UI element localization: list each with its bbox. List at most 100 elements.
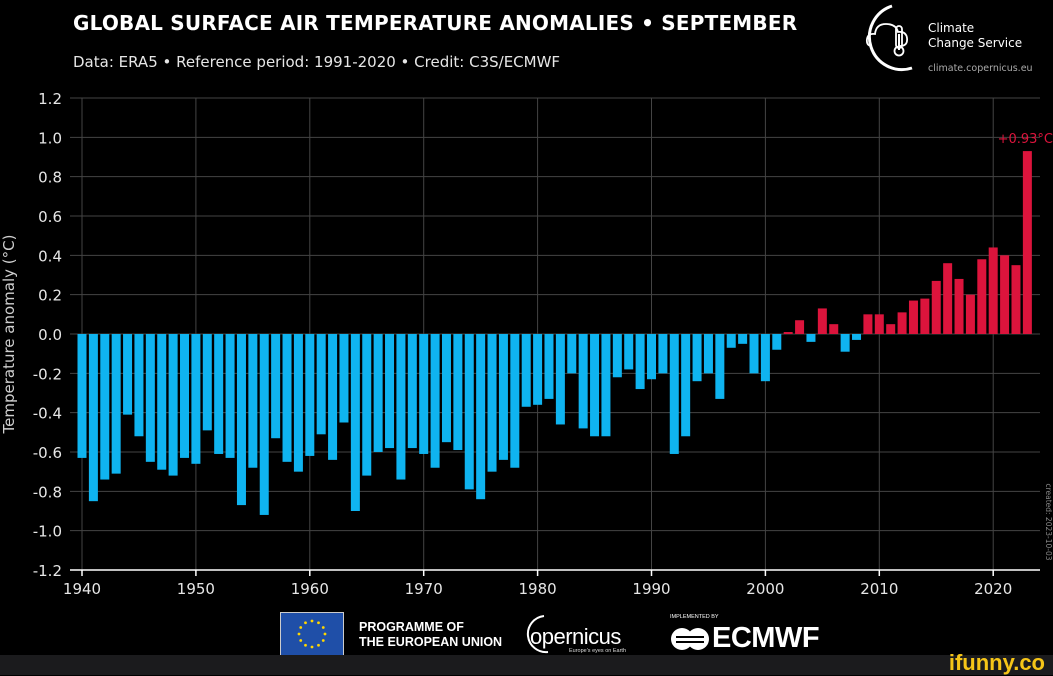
bar-2008: [852, 334, 862, 340]
bar-1955: [248, 334, 258, 468]
bar-1966: [373, 334, 383, 452]
bar-2000: [760, 334, 770, 382]
bar-1964: [350, 334, 360, 511]
eu-star: [321, 626, 325, 629]
bar-1974: [464, 334, 474, 490]
x-tick-label: 1970: [405, 580, 443, 598]
bar-1987: [612, 334, 622, 378]
eu-star: [304, 643, 307, 647]
bar-1978: [510, 334, 520, 468]
bar-1967: [385, 334, 395, 449]
bar-2009: [863, 314, 873, 334]
bar-1972: [441, 334, 451, 443]
bar-1970: [419, 334, 429, 454]
eu-star: [304, 621, 307, 625]
bar-1962: [328, 334, 338, 460]
bar-1985: [590, 334, 600, 437]
bar-1945: [134, 334, 144, 437]
bar-2002: [783, 332, 793, 334]
bar-1994: [692, 334, 702, 382]
x-tick-label: 2010: [860, 580, 898, 598]
eu-star: [299, 626, 303, 629]
x-tick-label: 1990: [632, 580, 670, 598]
bar-2015: [931, 280, 941, 334]
y-tick-label: -0.6: [33, 444, 62, 462]
x-tick-label: 1980: [519, 580, 557, 598]
bar-2011: [886, 324, 896, 334]
x-tick-label: 1960: [291, 580, 329, 598]
bar-1960: [305, 334, 315, 456]
bar-2005: [817, 308, 827, 334]
bar-1954: [236, 334, 246, 506]
bar-1942: [100, 334, 110, 480]
chart-title: GLOBAL SURFACE AIR TEMPERATURE ANOMALIES…: [73, 11, 798, 35]
eu-programme-text: PROGRAMME OF THE EUROPEAN UNION: [359, 620, 503, 649]
bar-2013: [908, 300, 918, 334]
eu-star: [310, 619, 314, 623]
bar-1992: [669, 334, 679, 454]
x-tick-label: 2020: [974, 580, 1012, 598]
bar-1971: [430, 334, 440, 468]
bar-2023: [1022, 151, 1032, 334]
bar-1965: [362, 334, 372, 476]
bar-1940: [77, 334, 87, 458]
bar-1977: [498, 334, 508, 460]
bar-1969: [407, 334, 417, 449]
chart-subtitle: Data: ERA5 • Reference period: 1991-2020…: [73, 53, 561, 71]
bar-2021: [1000, 255, 1010, 334]
bar-1949: [180, 334, 190, 458]
bar-1968: [396, 334, 406, 480]
bar-1963: [339, 334, 349, 423]
bar-1997: [726, 334, 736, 348]
y-tick-label: -0.4: [33, 405, 62, 423]
bar-chart: 1.2 1.0 0.8 0.6 0.4 0.2 0.0 -0.2 -0.4 -0.6 -0.8 -1.…: [0, 90, 1053, 598]
last-value-annotation: +0.93°C: [998, 132, 1053, 147]
bar-1988: [624, 334, 634, 370]
bar-2001: [772, 334, 782, 350]
eu-flag-icon: [280, 612, 344, 656]
ifunny-watermark: ifunny.co: [948, 650, 1045, 675]
x-tick-label: 2000: [746, 580, 784, 598]
bar-1958: [282, 334, 292, 462]
cloud-thermometer-icon: [865, 4, 913, 72]
eu-star: [321, 639, 325, 642]
bar-2019: [977, 259, 987, 334]
y-axis-label: Temperature anomaly (°C): [0, 235, 18, 435]
bar-1999: [749, 334, 759, 374]
bar-1993: [681, 334, 691, 437]
created-date: created: 2023-10-03: [1044, 483, 1053, 560]
y-tick-label: 1.2: [38, 90, 62, 108]
y-tick-label: 0.4: [38, 247, 62, 265]
x-tick-label: 1950: [177, 580, 215, 598]
bar-1996: [715, 334, 725, 399]
bar-2006: [829, 324, 839, 334]
ecmwf-icon: [671, 628, 709, 650]
footer-logos: PROGRAMME OF THE EUROPEAN UNION opernicus…: [0, 600, 1053, 656]
watermark-bar: [0, 655, 1053, 675]
eu-star: [297, 632, 301, 636]
eu-star: [310, 645, 314, 649]
bar-2022: [1011, 265, 1021, 334]
bar-1990: [647, 334, 656, 380]
bar-1944: [123, 334, 133, 415]
y-tick-label: -1.0: [33, 523, 62, 541]
bar-2012: [897, 312, 907, 334]
brand-line1: Climate: [928, 21, 975, 35]
bar-1957: [271, 334, 281, 439]
bar-1959: [293, 334, 303, 472]
eu-star: [317, 643, 320, 647]
bar-1976: [487, 334, 497, 472]
bar-1948: [168, 334, 178, 476]
y-tick-label: -0.8: [33, 483, 62, 501]
bar-2014: [920, 298, 930, 334]
y-tick-label: 0.6: [38, 208, 62, 226]
bar-1981: [544, 334, 554, 399]
bar-2020: [988, 247, 998, 334]
y-tick-label: -0.2: [33, 365, 62, 383]
bar-1952: [214, 334, 224, 454]
bar-2010: [874, 314, 884, 334]
x-tick-label: 1940: [63, 580, 101, 598]
c3s-logo: Climate Change Service climate.copernicus…: [852, 2, 1052, 74]
bar-1953: [225, 334, 235, 458]
bar-1995: [703, 334, 713, 374]
